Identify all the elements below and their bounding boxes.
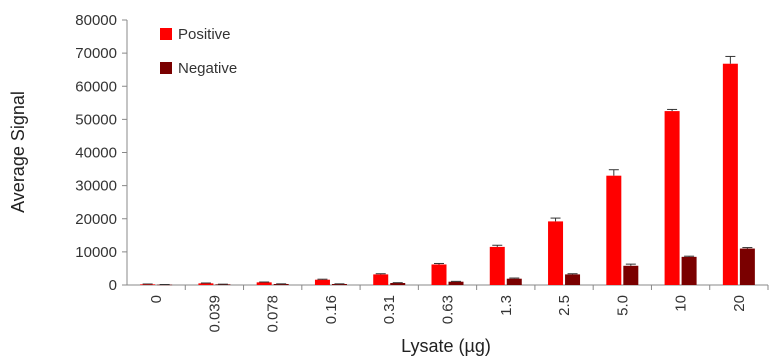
bar-negative: [273, 284, 289, 285]
y-tick-label: 40000: [75, 145, 117, 162]
bar-negative: [448, 281, 464, 285]
y-axis: 0 10000 20000 30000 40000 50000 60000 70000 8000…: [75, 12, 128, 294]
x-tick-label: 0.039: [206, 295, 223, 333]
legend-swatch-positive: [160, 28, 172, 40]
bar-positive: [198, 283, 214, 285]
bar-positive: [431, 264, 447, 285]
y-tick-label: 70000: [75, 45, 117, 62]
legend-label-negative: Negative: [178, 60, 237, 77]
x-tick-label: 20: [731, 295, 748, 312]
bar-positive: [256, 282, 272, 285]
x-tick-label: 0.16: [323, 295, 340, 324]
bar-negative: [565, 274, 581, 285]
x-tick-label: 0.63: [440, 295, 457, 324]
bar-negative: [739, 248, 755, 285]
bar-positive: [722, 63, 738, 285]
x-tick-label: 0.078: [265, 295, 282, 333]
legend-label-positive: Positive: [178, 26, 231, 43]
y-tick-label: 60000: [75, 78, 117, 95]
x-tick-label: 1.3: [498, 295, 515, 316]
y-tick-label: 50000: [75, 111, 117, 128]
x-tick-label: 0: [148, 295, 165, 303]
legend-swatch-negative: [160, 62, 172, 74]
bar-negative: [506, 278, 522, 285]
bar-positive: [373, 274, 389, 285]
y-tick-label: 0: [109, 277, 117, 294]
bar-positive: [664, 111, 680, 285]
x-tick-label: 0.31: [381, 295, 398, 324]
y-tick-label: 20000: [75, 211, 117, 228]
y-axis-title: Average Signal: [8, 91, 28, 213]
y-tick-label: 80000: [75, 12, 117, 29]
x-axis: 0 0.039 0.078 0.16 0.31 0.63 1.3 2.5 5.0 10 20: [127, 284, 769, 333]
x-tick-label: 2.5: [556, 295, 573, 316]
x-axis-title: Lysate (µg): [401, 336, 491, 356]
bar-positive: [140, 284, 156, 285]
bar-negative: [623, 265, 639, 285]
bar-negative: [681, 256, 697, 285]
y-tick-label: 10000: [75, 244, 117, 261]
bar-negative: [331, 284, 347, 285]
x-tick-label: 5.0: [614, 295, 631, 316]
x-tick-label: 10: [673, 295, 690, 312]
bar-positive: [489, 246, 505, 285]
bars: [140, 55, 755, 286]
y-tick-label: 30000: [75, 178, 117, 195]
bar-positive: [314, 279, 330, 285]
legend: Positive Negative: [160, 26, 237, 77]
bar-positive: [606, 175, 622, 285]
bar-positive: [548, 221, 564, 285]
bar-negative: [390, 283, 406, 285]
